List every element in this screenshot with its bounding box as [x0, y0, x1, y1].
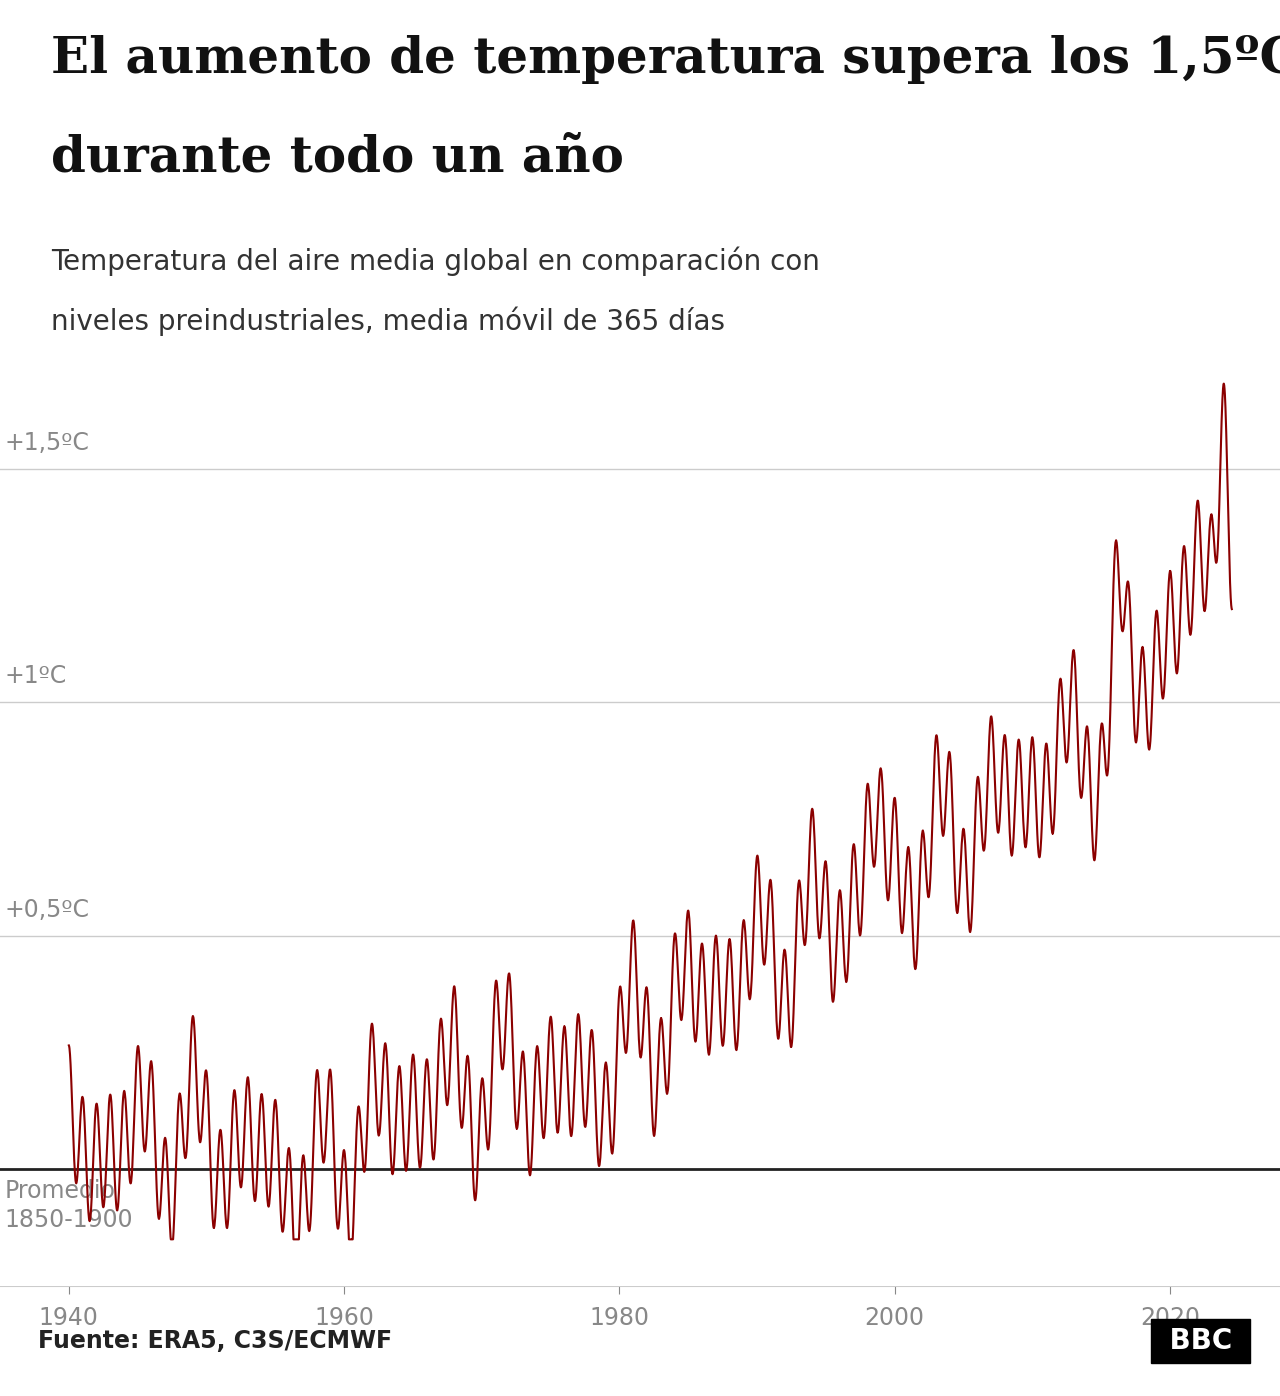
Text: +1ºC: +1ºC	[4, 664, 67, 688]
Text: +0,5ºC: +0,5ºC	[4, 898, 90, 921]
Text: Temperatura del aire media global en comparación con: Temperatura del aire media global en com…	[51, 246, 820, 276]
Text: BBC: BBC	[1160, 1328, 1242, 1356]
Text: Fuente: ERA5, C3S/ECMWF: Fuente: ERA5, C3S/ECMWF	[38, 1329, 393, 1353]
Text: niveles preindustriales, media móvil de 365 días: niveles preindustriales, media móvil de …	[51, 306, 726, 335]
Text: +1,5ºC: +1,5ºC	[4, 430, 90, 455]
Text: El aumento de temperatura supera los 1,5ºC: El aumento de temperatura supera los 1,5…	[51, 35, 1280, 84]
Text: durante todo un año: durante todo un año	[51, 134, 625, 183]
Text: Promedio
1850-1900: Promedio 1850-1900	[4, 1178, 133, 1233]
